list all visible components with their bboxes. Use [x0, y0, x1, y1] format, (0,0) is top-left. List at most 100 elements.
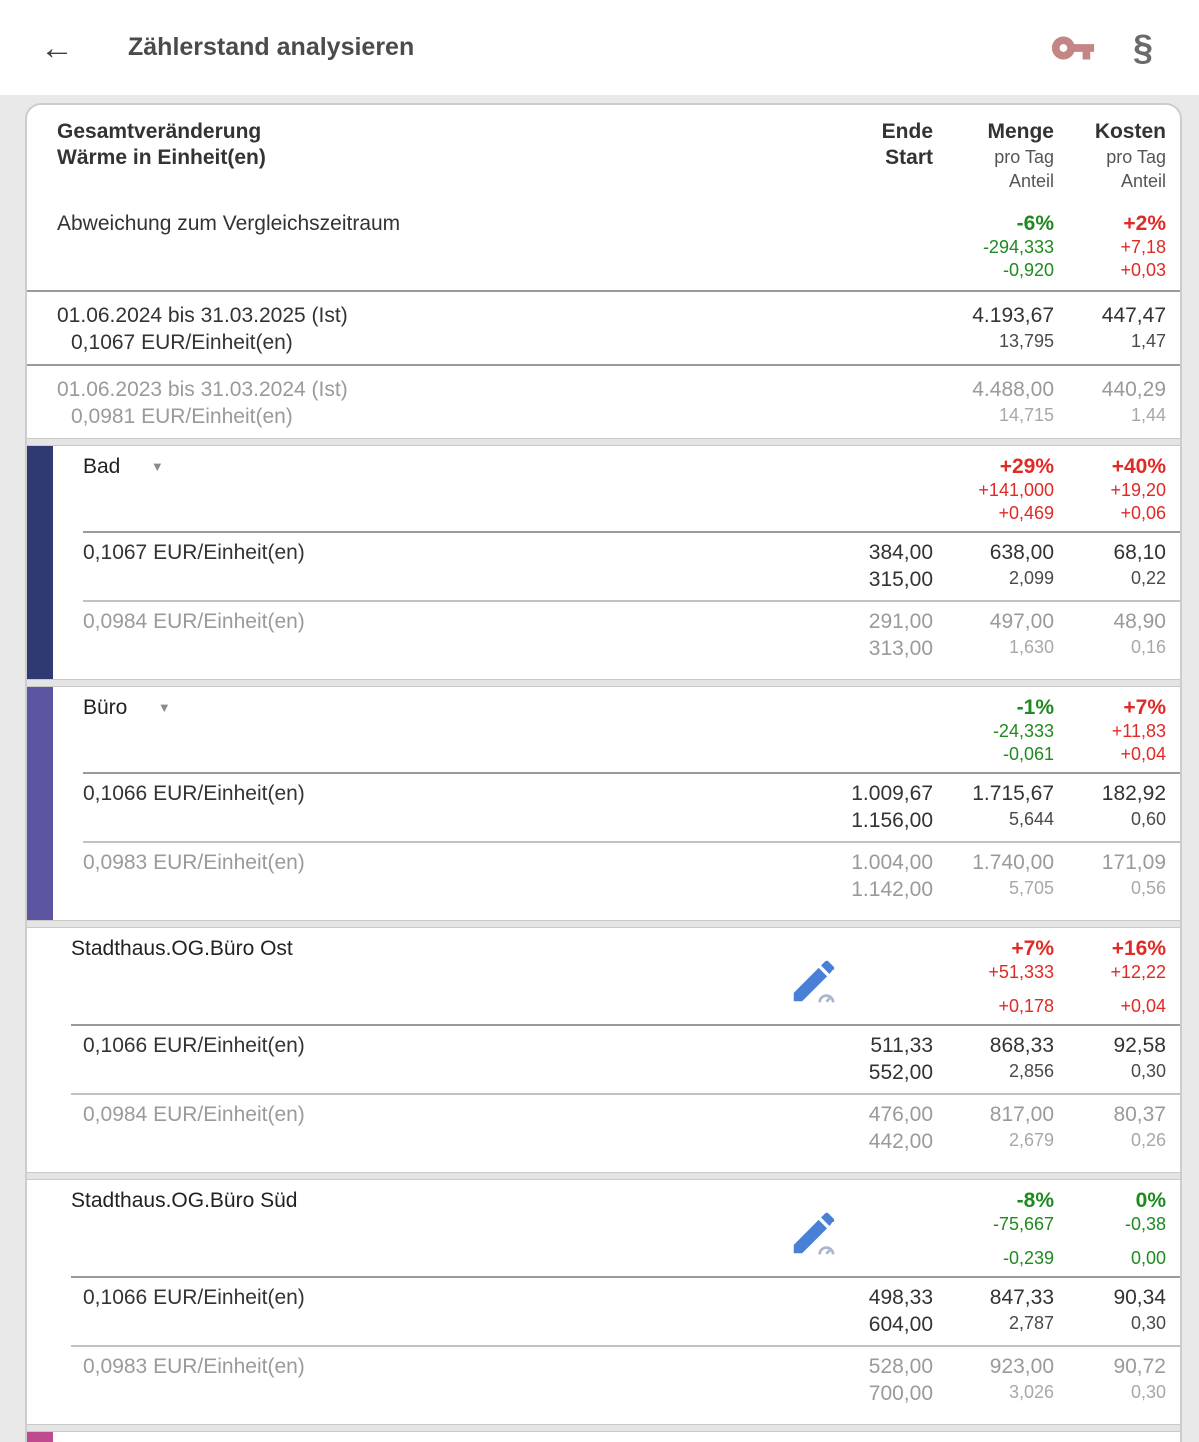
section-title: Bad — [83, 455, 121, 478]
section-title: Stadthaus.OG.Büro Süd — [71, 1189, 298, 1212]
current-kosten-per-day: 1,47 — [1130, 331, 1166, 351]
divider — [83, 841, 1180, 843]
current-kosten-total: 447,47 — [1101, 304, 1166, 327]
kosten-value: 68,10 — [1113, 541, 1166, 564]
menge-change-absolute: +141,000 — [978, 480, 1054, 500]
current-period-detail-row: 0,1066 EUR/Einheit(en) 1.009,67 1.156,00… — [27, 774, 1180, 841]
kosten-change-absolute: -0,38 — [1124, 1214, 1166, 1234]
kosten-change-per-day: 0,00 — [1130, 1248, 1166, 1268]
kosten-value: 90,72 — [1113, 1355, 1166, 1378]
current-period-rate: 0,1067 EUR/Einheit(en) — [71, 331, 293, 354]
previous-rate: 0,0983 EUR/Einheit(en) — [83, 851, 305, 874]
menge-value: 868,33 — [989, 1034, 1054, 1057]
divider — [71, 1093, 1180, 1095]
paragraph-legal-icon[interactable]: § — [1132, 26, 1153, 68]
previous-kosten-total: 440,29 — [1101, 378, 1166, 401]
menge-change-per-day: -0,239 — [1002, 1248, 1054, 1268]
start-value: 700,00 — [868, 1382, 933, 1405]
chevron-down-icon[interactable]: ▼ — [150, 459, 164, 474]
kosten-per-day-value: 0,30 — [1130, 1061, 1166, 1081]
deviation-menge-percent: -6% — [1016, 212, 1054, 235]
previous-period-detail-row: 0,0983 EUR/Einheit(en) 1.004,00 1.142,00… — [27, 843, 1180, 910]
previous-menge-per-day: 14,715 — [998, 405, 1054, 425]
ende-value: 384,00 — [868, 541, 933, 564]
table-title-line1: Gesamtveränderung — [57, 120, 262, 143]
divider — [71, 1276, 1180, 1278]
category-color-bar — [27, 687, 53, 920]
menge-change-percent: +7% — [1011, 937, 1054, 960]
previous-rate: 0,0984 EUR/Einheit(en) — [83, 610, 305, 633]
chevron-down-icon[interactable]: ▼ — [157, 700, 171, 715]
section-stadthaus-og-buero-ost: Stadthaus.OG.Büro Ost +7% +51,333 +0,178… — [27, 927, 1180, 1173]
column-header-ende-start: Ende Start — [881, 120, 933, 169]
menge-per-day-value: 2,787 — [1008, 1313, 1054, 1333]
section-kueche: Küche ▼ -15% -121,667 -0,398 -8% -6,26 -… — [27, 1431, 1180, 1442]
section-header-row[interactable]: Bad ▼ +29% +141,000 +0,469 +40% +19,20 +… — [27, 446, 1180, 531]
ende-value: 1.009,67 — [851, 782, 933, 805]
current-period-label: 01.06.2024 bis 31.03.2025 (Ist) — [57, 304, 348, 327]
menge-change-percent: -8% — [1016, 1189, 1054, 1212]
ende-value: 1.004,00 — [851, 851, 933, 874]
section-header-row[interactable]: Stadthaus.OG.Büro Süd -8% -75,667 -0,239… — [27, 1180, 1180, 1276]
menge-value: 1.715,67 — [972, 782, 1054, 805]
menge-value: 638,00 — [989, 541, 1054, 564]
kosten-change-absolute: +19,20 — [1110, 480, 1166, 500]
menge-change-absolute: -75,667 — [992, 1214, 1054, 1234]
app-bar: ← Zählerstand analysieren § — [0, 0, 1199, 95]
deviation-kosten-absolute: +7,18 — [1120, 237, 1166, 257]
kosten-per-day-value: 0,56 — [1130, 878, 1166, 898]
menge-change-per-day: +0,469 — [998, 503, 1054, 523]
category-color-bar — [27, 446, 53, 679]
deviation-label: Abweichung zum Vergleichszeitraum — [57, 212, 401, 235]
category-color-bar — [27, 1432, 53, 1442]
divider — [71, 1345, 1180, 1347]
kosten-change-percent: 0% — [1135, 1189, 1166, 1212]
edit-meter-reading-icon[interactable] — [787, 1206, 841, 1260]
menge-change-absolute: -24,333 — [992, 721, 1054, 741]
section-header-row[interactable]: Büro ▼ -1% -24,333 -0,061 +7% +11,83 +0,… — [27, 687, 1180, 772]
menge-per-day-value: 2,679 — [1008, 1130, 1054, 1150]
kosten-per-day-value: 0,26 — [1130, 1130, 1166, 1150]
start-value: 552,00 — [868, 1061, 933, 1084]
menge-per-day-value: 5,644 — [1008, 809, 1054, 829]
edit-meter-reading-icon[interactable] — [787, 954, 841, 1008]
section-stadthaus-og-buero-sued: Stadthaus.OG.Büro Süd -8% -75,667 -0,239… — [27, 1179, 1180, 1425]
kosten-value: 90,34 — [1113, 1286, 1166, 1309]
ende-value: 511,33 — [870, 1034, 933, 1057]
menge-change-percent: +29% — [999, 455, 1054, 478]
menge-change-per-day: +0,178 — [998, 996, 1054, 1016]
previous-period-rate: 0,0981 EUR/Einheit(en) — [71, 405, 293, 428]
kosten-change-percent: +7% — [1123, 696, 1166, 719]
current-menge-total: 4.193,67 — [972, 304, 1054, 327]
section-header-row[interactable]: Küche ▼ -15% -121,667 -0,398 -8% -6,26 -… — [27, 1432, 1180, 1442]
kosten-change-per-day: +0,04 — [1120, 996, 1166, 1016]
key-icon[interactable] — [1047, 22, 1099, 74]
current-period-detail-row: 0,1066 EUR/Einheit(en) 511,33 552,00 868… — [27, 1026, 1180, 1093]
current-rate: 0,1066 EUR/Einheit(en) — [83, 782, 305, 805]
start-value: 313,00 — [868, 637, 933, 660]
current-rate: 0,1067 EUR/Einheit(en) — [83, 541, 305, 564]
menge-per-day-value: 3,026 — [1008, 1382, 1054, 1402]
deviation-row: Abweichung zum Vergleichszeitraum -6% -2… — [27, 201, 1180, 290]
section-title: Stadthaus.OG.Büro Ost — [71, 937, 293, 960]
back-arrow-icon[interactable]: ← — [40, 28, 74, 67]
menge-per-day-value: 1,630 — [1008, 637, 1054, 657]
analysis-table: Gesamtveränderung Wärme in Einheit(en) E… — [25, 103, 1182, 1442]
previous-period-detail-row: 0,0983 EUR/Einheit(en) 528,00 700,00 923… — [27, 1347, 1180, 1414]
previous-period-row: 01.06.2023 bis 31.03.2024 (Ist) 0,0981 E… — [27, 364, 1180, 438]
menge-per-day-value: 2,856 — [1008, 1061, 1054, 1081]
current-period-detail-row: 0,1067 EUR/Einheit(en) 384,00 315,00 638… — [27, 533, 1180, 600]
deviation-kosten-percent: +2% — [1123, 212, 1166, 235]
current-period-row: 01.06.2024 bis 31.03.2025 (Ist) 0,1067 E… — [27, 290, 1180, 364]
menge-change-absolute: +51,333 — [988, 962, 1054, 982]
table-title-line2: Wärme in Einheit(en) — [57, 146, 266, 169]
start-value: 442,00 — [868, 1130, 933, 1153]
previous-rate: 0,0983 EUR/Einheit(en) — [83, 1355, 305, 1378]
previous-period-label: 01.06.2023 bis 31.03.2024 (Ist) — [57, 378, 348, 401]
previous-rate: 0,0984 EUR/Einheit(en) — [83, 1103, 305, 1126]
menge-value: 817,00 — [989, 1103, 1054, 1126]
start-value: 604,00 — [868, 1313, 933, 1336]
table-header-row: Gesamtveränderung Wärme in Einheit(en) E… — [27, 105, 1180, 201]
section-header-row[interactable]: Stadthaus.OG.Büro Ost +7% +51,333 +0,178… — [27, 928, 1180, 1024]
start-value: 315,00 — [868, 568, 933, 591]
